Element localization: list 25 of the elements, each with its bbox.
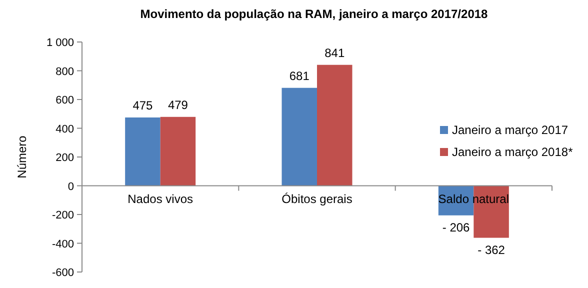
y-tick-label: 0 bbox=[68, 180, 74, 193]
data-label: 479 bbox=[168, 98, 188, 112]
bar bbox=[125, 117, 160, 186]
y-tick-label: -200 bbox=[52, 210, 74, 222]
x-tick-label: Nados vivos bbox=[128, 192, 194, 206]
bar bbox=[282, 88, 317, 186]
legend-label: Janeiro a março 2018* bbox=[452, 145, 574, 159]
data-label: 681 bbox=[289, 68, 310, 83]
y-axis-title: Número bbox=[15, 135, 29, 178]
data-label: - 362 bbox=[478, 242, 506, 257]
y-tick-label: 800 bbox=[56, 66, 74, 78]
y-tick-label: 600 bbox=[56, 94, 74, 106]
bar bbox=[317, 64, 352, 186]
bar bbox=[160, 116, 196, 186]
y-tick-label: 400 bbox=[56, 123, 74, 136]
y-tick-label: 200 bbox=[56, 152, 74, 164]
data-label: 475 bbox=[132, 98, 154, 112]
y-tick-label: -400 bbox=[52, 238, 74, 250]
x-tick-label: Óbitos gerais bbox=[282, 192, 352, 206]
legend-label: Janeiro a março 2017 bbox=[452, 123, 568, 137]
chart-title: Movimento da população na RAM, janeiro a março 2017/2018 bbox=[140, 7, 488, 21]
y-tick-label: 1 000 bbox=[46, 37, 74, 49]
y-tick-label: -600 bbox=[52, 267, 74, 279]
data-label: 841 bbox=[324, 46, 345, 60]
data-label: - 206 bbox=[442, 220, 470, 234]
